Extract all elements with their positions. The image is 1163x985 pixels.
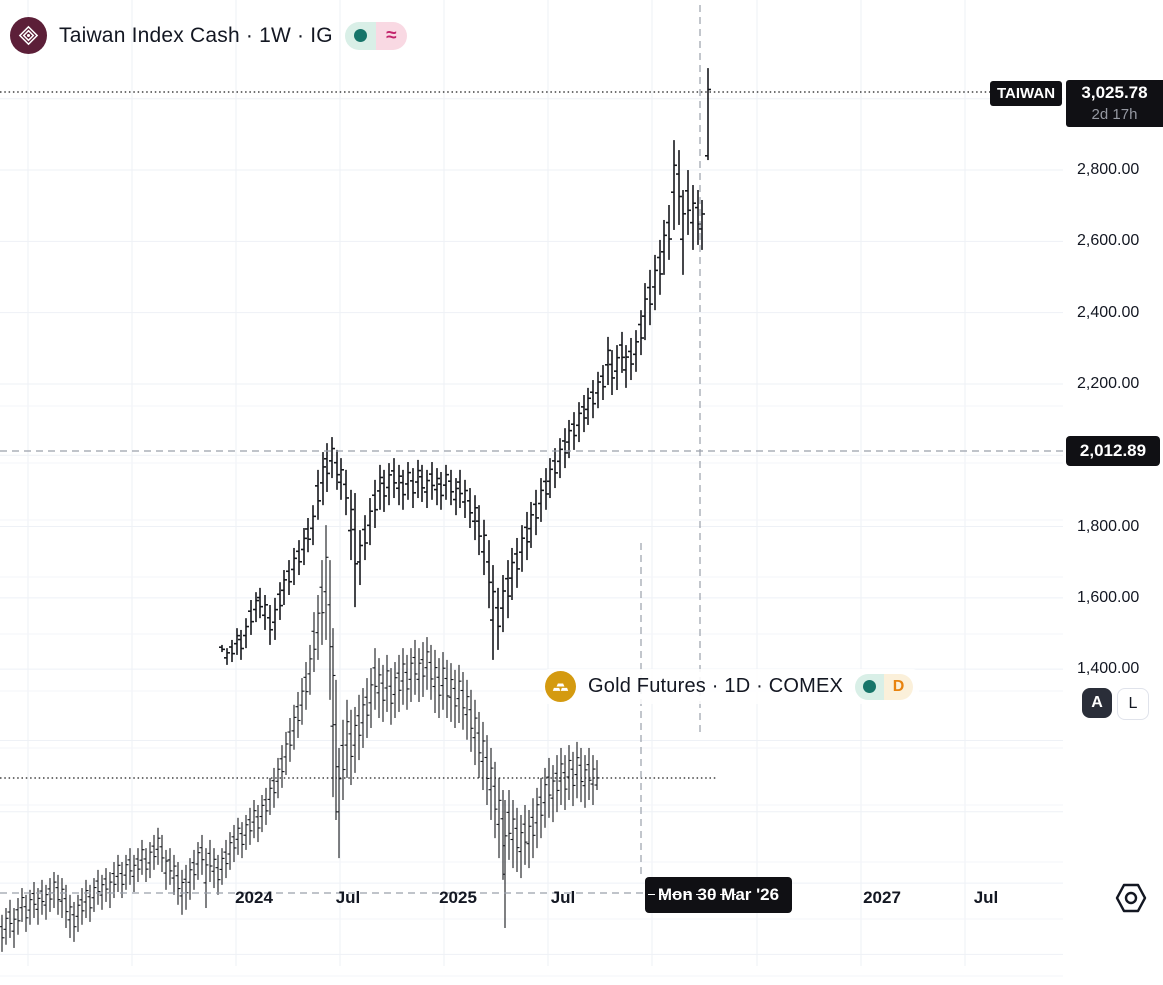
- time-tick-label: 2024: [235, 888, 273, 907]
- taiwan-legend-title[interactable]: Taiwan Index Cash · 1W · IG: [59, 23, 333, 47]
- time-tick-label: Jul: [973, 888, 999, 907]
- price-tick-label: 2,400.00: [1077, 303, 1140, 321]
- market-status-dot-icon: [353, 29, 367, 42]
- bar-close-countdown: 2d 17h: [1091, 106, 1138, 123]
- time-tick-label: Jul: [335, 888, 361, 907]
- market-open-flag[interactable]: [344, 21, 376, 50]
- approx-data-flag[interactable]: ≈: [375, 21, 407, 50]
- settings-hexagon-icon[interactable]: [1112, 879, 1150, 917]
- time-tick-label: 2025: [439, 888, 477, 907]
- delayed-data-flag[interactable]: D: [884, 673, 914, 700]
- price-tick-label: 2,200.00: [1077, 374, 1140, 392]
- market-status-dot-icon: [863, 680, 877, 693]
- taiwan-last-price: 3,025.78: [1081, 83, 1148, 102]
- time-tick-label: Jul: [550, 888, 576, 907]
- taiex-logo-icon: [10, 17, 47, 54]
- gold-legend[interactable]: Gold Futures · 1D · COMEX D: [543, 669, 920, 704]
- scale-buttons: A L: [1082, 688, 1149, 720]
- market-open-flag[interactable]: [855, 673, 885, 700]
- price-tick-label: 1,400.00: [1077, 660, 1140, 678]
- price-axis[interactable]: 2,800.00 2,600.00 2,400.00 2,200.00 1,800.00…: [990, 0, 1163, 985]
- taiwan-symbol-badge: TAIWAN: [990, 81, 1063, 106]
- taiwan-status-flags[interactable]: ≈: [344, 21, 407, 50]
- crosshair-date: Mon 30 Mar '26: [657, 885, 780, 904]
- approx-icon: ≈: [386, 24, 397, 46]
- crosshair-time-badge: Mon 30 Mar '26: [645, 877, 792, 913]
- taiwan-legend[interactable]: Taiwan Index Cash · 1W · IG ≈: [10, 17, 407, 54]
- gold-status-flags[interactable]: D: [855, 673, 914, 700]
- crosshair-price-badge: 2,012.89: [1066, 436, 1160, 466]
- gold-futures-icon: [545, 671, 576, 702]
- price-tick-label: 2,600.00: [1077, 232, 1140, 250]
- gold-legend-title[interactable]: Gold Futures · 1D · COMEX: [588, 675, 844, 697]
- price-tick-label: 1,800.00: [1077, 517, 1140, 535]
- price-tick-label: 2,800.00: [1077, 161, 1140, 179]
- crosshair-dash-overlay: [648, 894, 736, 895]
- auto-scale-button[interactable]: A: [1082, 688, 1112, 718]
- taiwan-price-badge: 3,025.78 2d 17h: [1066, 80, 1163, 127]
- delayed-data-icon: D: [892, 677, 905, 695]
- price-tick-label: 1,600.00: [1077, 588, 1140, 606]
- time-tick-label: 2027: [863, 888, 901, 907]
- log-scale-button[interactable]: L: [1117, 688, 1149, 720]
